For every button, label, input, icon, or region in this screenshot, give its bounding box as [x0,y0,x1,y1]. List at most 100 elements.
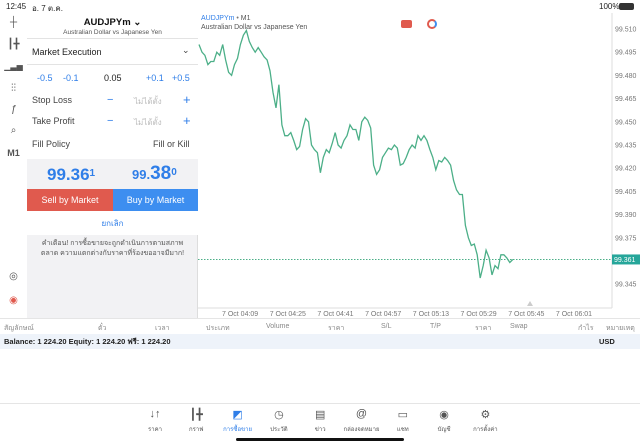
y-tick-label: 99.480 [615,73,637,80]
crosshair-icon[interactable]: ┼ [9,17,18,28]
timeframe-button[interactable]: M1 [7,148,20,158]
column-header: ตั๋ว [98,325,107,332]
nav-label: กราฟ [189,427,204,433]
volume-minus-0.1[interactable]: -0.1 [63,73,79,83]
x-tick-label: 7 Oct 05:29 [461,311,497,318]
y-tick-label: 99.375 [615,235,637,242]
bid-price-main: 99.36 [47,165,90,184]
nav-item[interactable]: ⚙ การตั้งค่า [465,408,505,434]
take-profit-plus[interactable]: + [183,113,191,128]
warning-text: คำเตือน! การซื้อขายจะถูกดำเนินการตามสภาพ… [40,240,185,257]
bid-price: 99.361 [47,165,95,185]
column-header: S/L [381,323,392,330]
nav-label: การซื้อขาย [223,427,253,433]
nav-item[interactable]: @ กล่องจดหมาย [342,408,382,434]
nav-item[interactable]: ↓↑ ราคา [135,408,175,434]
nav-icon: ◩ [232,409,243,421]
nav-icon: ↓↑ [149,408,161,420]
chart-subtitle: Australian Dollar vs Japanese Yen [201,24,308,31]
nav-item[interactable]: ▤ ข่าว [300,408,340,434]
indicators-icon[interactable]: ▁▃▅ [4,62,23,71]
buy-by-market-button[interactable]: Buy by Market [113,189,198,211]
nav-label: บัญชี [437,427,451,433]
volume-minus-0.5[interactable]: -0.5 [37,73,53,83]
take-profit-input[interactable]: ไม่ได้ตั้ง [134,118,162,127]
x-tick-label: 7 Oct 05:45 [508,311,544,318]
symbol-selector[interactable]: AUDJPYm ⌄ Australian Dollar vs Japanese … [27,13,198,39]
nav-label: การตั้งค่า [473,427,498,433]
home-indicator [236,438,404,441]
nav-icon: @ [355,408,368,420]
sell-by-market-button[interactable]: Sell by Market [27,189,113,211]
nav-item[interactable]: ◷ ประวัติ [259,408,299,434]
trades-header: สัญลักษณ์ ตั๋ว เวลา ประเภท Volume ราคา S/L T/P ร… [0,318,640,334]
status-bar: 12:45 อ. 7 ต.ค. 100% [0,0,640,13]
chart-timeframe: M1 [240,15,251,22]
nav-label: แชท [396,427,409,433]
column-header: ประเภท [206,325,230,332]
volume-input[interactable]: 0.05 [104,73,122,83]
ask-price-big: 38 [150,163,172,184]
nav-item[interactable]: ▭ แชท [383,408,423,434]
ask-price-prefix: 99. [132,167,151,182]
quotes: 99.361 99.380 [27,159,198,189]
function-icon[interactable]: ƒ [10,104,17,115]
chart-toolbar: ┼ ┃╋ ▁▃▅ ⫶⫶ ƒ ⌕ M1 ◎ ◉ [0,13,27,318]
price-line [198,28,514,279]
volume-plus-0.5[interactable]: +0.5 [172,73,190,83]
balance-bar: Balance: 1 224.20 Equity: 1 224.20 ฟรี: … [0,334,640,349]
nav-icon: ▭ [397,409,408,421]
chart-symbol: AUDJPYm [201,15,235,22]
x-tick-label: 7 Oct 04:09 [222,311,258,318]
y-tick-label: 99.390 [615,212,637,219]
cancel-row: ยกเลิก [27,211,198,235]
volume-plus-0.1[interactable]: +0.1 [146,73,164,83]
objects-icon[interactable]: ⌕ [10,125,17,136]
status-time: 12:45 [6,2,27,11]
refresh-icon[interactable] [427,19,437,29]
take-profit-minus[interactable]: − [107,115,114,127]
price-chart[interactable]: 99.510 99.495 99.480 99.465 99.450 99.435 99.4… [198,13,640,318]
trade-signals-icon[interactable]: ◎ [9,271,18,282]
order-panel: AUDJPYm ⌄ Australian Dollar vs Japanese … [27,13,198,318]
nav-item[interactable]: ◩ การซื้อขาย [218,408,258,434]
y-tick-label: 99.405 [615,189,637,196]
nav-item[interactable]: ◉ บัญชี [424,408,464,434]
x-tick-label: 7 Oct 04:57 [365,311,401,318]
column-header: T/P [430,323,441,330]
y-tick-label: 99.495 [615,50,637,57]
current-price-label: 99.361 [614,257,636,264]
cancel-button[interactable]: ยกเลิก [101,219,124,228]
battery-level: 100% [599,2,620,11]
y-tick-label: 99.450 [615,119,637,126]
stop-loss-input[interactable]: ไม่ได้ตั้ง [134,97,162,106]
x-tick-label: 7 Oct 06:01 [556,311,592,318]
fill-policy-label: Fill Policy [32,139,71,149]
column-header: สัญลักษณ์ [4,325,34,332]
candles-icon[interactable]: ┃╋ [7,39,20,50]
stop-loss-plus[interactable]: + [183,92,191,107]
execution-type-value: Market Execution [32,47,102,57]
chevron-down-icon: ⌄ [182,45,190,55]
column-header: ราคา [475,325,492,332]
x-tick-label: 7 Oct 04:41 [317,311,353,318]
nav-icon: ◷ [274,409,284,421]
y-tick-label: 99.345 [615,282,637,289]
column-header: เวลา [155,325,170,332]
shift-marker-icon[interactable] [527,301,533,306]
nav-label: ราคา [148,427,162,433]
stop-loss-label: Stop Loss [32,95,73,105]
nav-icon: ▤ [314,409,326,421]
stop-loss-minus[interactable]: − [107,94,114,106]
balance-text: Balance: 1 224.20 Equity: 1 224.20 ฟรี: … [4,337,171,346]
x-tick-label: 7 Oct 05:13 [413,311,449,318]
fill-policy-select[interactable]: Fill or Kill [153,139,190,149]
x-tick-label: 7 Oct 04:25 [270,311,306,318]
trade-icon[interactable] [401,20,412,28]
settings-sliders-icon[interactable]: ⫶⫶ [11,83,16,94]
symbol-name: AUDJPYm [83,17,131,28]
nav-item[interactable]: ┃╋ กราฟ [176,408,216,434]
column-header: Volume [266,323,290,330]
execution-type-select[interactable]: Market Execution ⌄ [27,39,198,65]
one-click-trading-icon[interactable]: ◉ [9,295,18,306]
